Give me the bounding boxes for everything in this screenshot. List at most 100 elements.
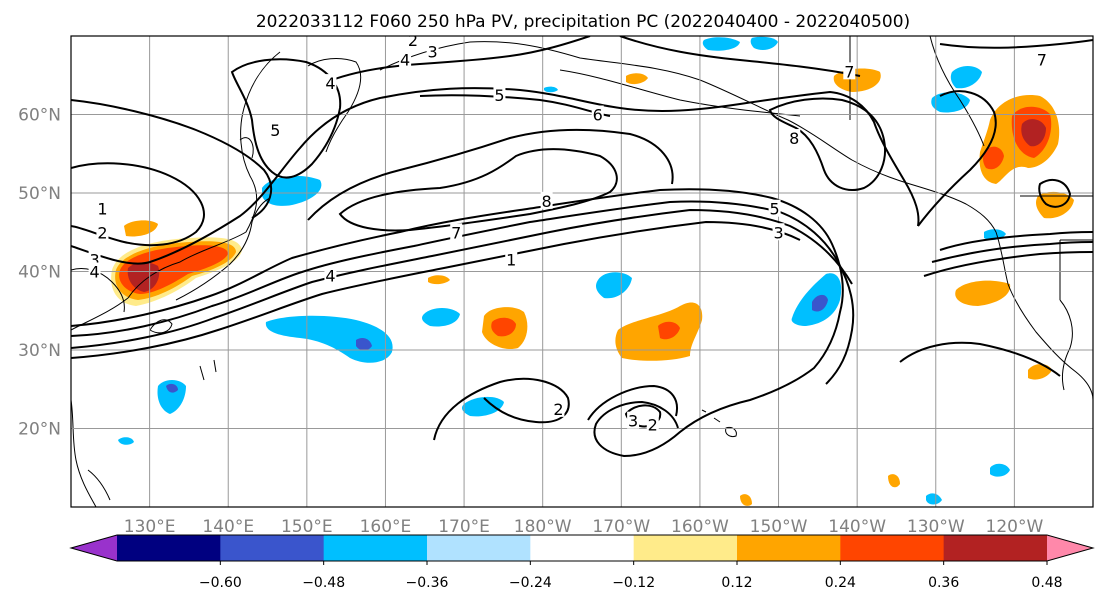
precip-negative-blob xyxy=(596,272,632,299)
contour-label-bg xyxy=(646,415,659,433)
coastline xyxy=(725,427,737,437)
contour-label: 1 xyxy=(506,251,516,270)
contour-label-bg xyxy=(96,223,109,241)
pv-contours xyxy=(71,36,1093,458)
coastline xyxy=(1059,299,1073,391)
contour-label: 7 xyxy=(844,62,854,81)
pv-contour xyxy=(939,231,1093,251)
colorbar-segment xyxy=(840,535,945,561)
contour-label-bg xyxy=(426,42,439,60)
lon-tick-label: 170°W xyxy=(592,517,650,537)
latitude-labels: 60°N 50°N 40°N 30°N 20°N xyxy=(18,106,61,440)
coastline xyxy=(71,399,97,507)
colorbar-segment xyxy=(220,535,325,561)
lon-tick-label: 170°E xyxy=(438,517,490,537)
colorbar: −0.60 −0.48 −0.36 −0.24 −0.12 0.12 0.24 0.36 0.4… xyxy=(69,534,1095,591)
coastline xyxy=(199,359,217,381)
precip-negative-blob xyxy=(356,338,372,351)
coastline xyxy=(1059,239,1093,300)
pv-contour xyxy=(338,148,618,232)
contour-label: 7 xyxy=(451,223,461,242)
precip-positive-blob xyxy=(955,280,1011,306)
pv-contour xyxy=(899,341,1061,377)
contour-label-bg xyxy=(96,199,109,217)
precip-negative-blob xyxy=(702,37,740,51)
contour-label: 5 xyxy=(770,200,780,219)
contour-label-bg xyxy=(406,36,419,48)
contour-label: 4 xyxy=(325,266,335,285)
pv-contour xyxy=(71,208,853,349)
precip-negative-blob xyxy=(422,308,460,327)
contour-label: 4 xyxy=(89,263,99,282)
pv-contour xyxy=(931,241,1093,263)
contour-label: 5 xyxy=(270,121,280,140)
contour-label-bg xyxy=(493,85,506,103)
precip-positive-blob xyxy=(615,302,703,361)
coastline xyxy=(995,231,1093,401)
lon-tick-label: 150°W xyxy=(750,517,808,537)
contour-label: 2 xyxy=(97,223,107,242)
colorbar-segment xyxy=(323,535,428,561)
colorbar-segment xyxy=(427,535,531,561)
pv-contour xyxy=(419,94,611,117)
pv-contour xyxy=(939,39,1093,49)
lon-tick-label: 180°W xyxy=(514,517,572,537)
precip-shading xyxy=(111,36,1074,506)
precip-positive-blob xyxy=(888,474,900,488)
contour-label: 2 xyxy=(408,31,418,50)
colorbar-segment xyxy=(117,535,221,561)
lat-tick-label: 60°N xyxy=(18,106,61,126)
precip-negative-blob xyxy=(462,396,504,417)
contour-label-bg xyxy=(772,223,785,241)
precip-positive-blob xyxy=(1028,364,1052,380)
precip-negative-blob xyxy=(118,437,134,445)
contour-label: 4 xyxy=(325,74,335,93)
coastlines xyxy=(71,36,1093,507)
contour-label-bg xyxy=(324,266,337,284)
contour-label: 1 xyxy=(97,200,107,219)
colorbar-outline xyxy=(69,534,1095,562)
pv-contour xyxy=(71,162,205,247)
pv-contour xyxy=(587,384,678,421)
contour-label-bg xyxy=(768,199,781,217)
colorbar-tick-label: 0.24 xyxy=(825,575,856,591)
precip-negative-blob xyxy=(990,463,1010,477)
coastline xyxy=(87,469,111,501)
contour-label: 3 xyxy=(89,251,99,270)
precip-positive-blob xyxy=(626,73,648,85)
coastline xyxy=(175,197,271,301)
colorbar-tick-label: −0.12 xyxy=(612,575,655,591)
colorbar-segment xyxy=(530,535,635,561)
contour-label-bg xyxy=(591,105,604,123)
coastline xyxy=(71,51,281,331)
pv-contour xyxy=(1038,178,1072,208)
chart-title: 2022033112 F060 250 hPa PV, precipitatio… xyxy=(256,12,910,32)
contour-label: 8 xyxy=(542,192,552,211)
contour-label: 3 xyxy=(628,412,638,431)
pv-contour xyxy=(71,188,844,458)
contour-label: 2 xyxy=(648,416,658,435)
contour-label-bg xyxy=(1035,50,1048,68)
pv-contour xyxy=(768,97,886,191)
contour-label: 3 xyxy=(773,223,783,242)
lon-tick-label: 140°W xyxy=(828,517,886,537)
colorbar-tick-label: −0.48 xyxy=(302,575,345,591)
contour-label: 6 xyxy=(593,106,603,125)
lon-tick-label: 160°W xyxy=(671,517,729,537)
contour-label-bg xyxy=(843,62,856,80)
precip-positive-blob xyxy=(1036,191,1074,219)
contour-label-bg xyxy=(324,74,337,92)
precip-positive-blob xyxy=(428,275,450,285)
pv-contour xyxy=(307,128,674,221)
precip-positive-blob xyxy=(658,321,680,340)
contour-label-bg xyxy=(88,262,101,280)
pv-contour xyxy=(917,90,997,227)
lon-tick-label: 130°E xyxy=(124,517,176,537)
lon-tick-label: 160°E xyxy=(360,517,412,537)
lat-tick-label: 50°N xyxy=(18,184,61,204)
contour-label-bg xyxy=(552,399,565,417)
lon-tick-label: 130°W xyxy=(907,517,965,537)
colorbar-tick-label: 0.36 xyxy=(928,575,959,591)
precip-negative-blob xyxy=(926,493,942,505)
coastline xyxy=(701,409,721,423)
